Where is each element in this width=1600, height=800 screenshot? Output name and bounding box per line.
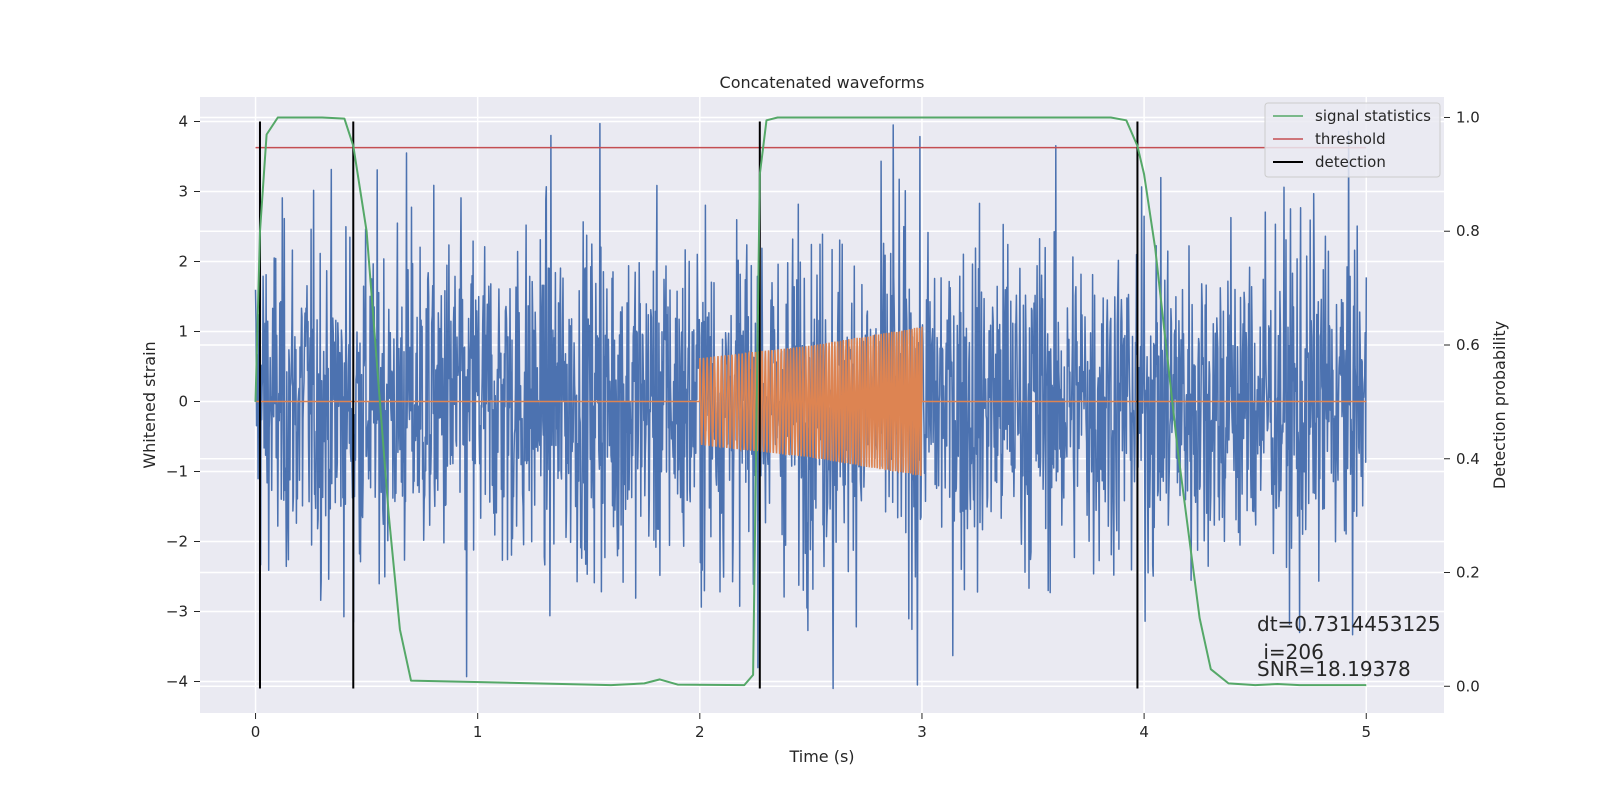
x-axis-label: Time (s) — [788, 747, 854, 766]
y-tick-label-6: 2 — [178, 253, 188, 271]
x-tick-label-2: 2 — [695, 723, 705, 741]
x-tick-label-4: 4 — [1139, 723, 1149, 741]
annotations: dt=0.7314453125 i=206 SNR=18.19378 — [1257, 612, 1441, 681]
y-tick-label-4: 0 — [178, 393, 188, 411]
legend-box — [1264, 102, 1441, 178]
y-right-tick-label-3: 0.6 — [1456, 336, 1480, 354]
legend-entry-detection: detection — [1315, 153, 1386, 171]
y-right-tick-label-1: 0.2 — [1456, 564, 1480, 582]
x-tick-label-0: 0 — [251, 723, 261, 741]
y-tick-label-8: 4 — [178, 113, 188, 131]
y-tick-label-1: −3 — [166, 603, 188, 621]
y-right-tick-label-5: 1.0 — [1456, 108, 1480, 126]
series-signal-statistics-line — [254, 116, 1367, 687]
x-tick-label-1: 1 — [473, 723, 483, 741]
legend-entry-threshold: threshold — [1315, 130, 1386, 148]
y-right-tick-label-0: 0.0 — [1456, 677, 1480, 695]
annotation-index: i=206 — [1257, 640, 1324, 664]
y-tick-label-3: −1 — [166, 463, 188, 481]
y-axis-label: Whitened strain — [140, 341, 159, 468]
x-tick-label-3: 3 — [917, 723, 927, 741]
y-tick-label-0: −4 — [166, 673, 188, 691]
chart-title: Concatenated waveforms — [720, 73, 925, 92]
y-right-tick-label-2: 0.4 — [1456, 450, 1480, 468]
plot-layer — [254, 116, 1368, 690]
series-injection-line — [255, 326, 1367, 476]
y-tick-label-5: 1 — [178, 323, 188, 341]
y-axis-right-label: Detection probability — [1490, 321, 1509, 489]
annotation-dt: dt=0.7314453125 — [1257, 612, 1441, 636]
axes: 0 1 2 3 4 5 −4 −3 −2 −1 0 1 2 3 4 0.0 0.2 0.4 0.6 0.8 1.0 — [166, 108, 1480, 741]
x-tick-label-5: 5 — [1361, 723, 1371, 741]
legend: signal statistics threshold detection — [1264, 102, 1441, 178]
y-right-tick-label-4: 0.8 — [1456, 222, 1480, 240]
legend-entry-signal-statistics: signal statistics — [1315, 107, 1431, 125]
annotation-snr: SNR=18.19378 — [1257, 657, 1411, 681]
y-tick-label-2: −2 — [166, 533, 188, 551]
y-tick-label-7: 3 — [178, 183, 188, 201]
